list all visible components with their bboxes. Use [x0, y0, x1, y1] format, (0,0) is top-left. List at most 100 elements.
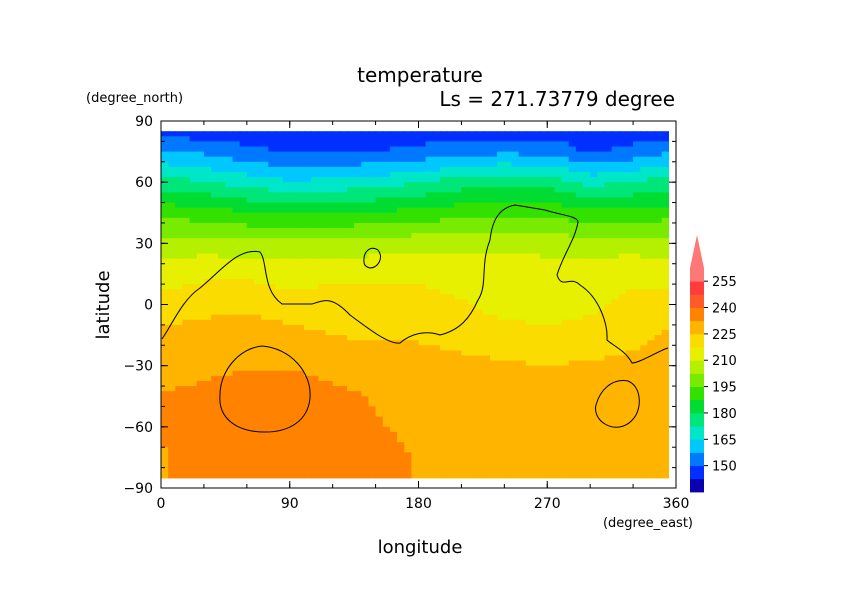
heatmap-cell — [354, 136, 362, 142]
heatmap-cell — [461, 304, 470, 311]
heatmap-cell — [354, 411, 362, 418]
heatmap-cell — [346, 426, 355, 433]
heatmap-cell — [475, 197, 484, 204]
heatmap-cell — [196, 263, 205, 270]
heatmap-cell — [540, 207, 548, 214]
heatmap-cell — [268, 411, 277, 418]
heatmap-cell — [454, 217, 463, 224]
heatmap-cell — [661, 182, 669, 188]
heatmap-cell — [232, 391, 241, 397]
heatmap-cell — [454, 411, 463, 418]
heatmap-cell — [225, 233, 234, 239]
heatmap-cell — [275, 248, 284, 255]
heatmap-cell — [611, 304, 620, 311]
heatmap-cell — [461, 202, 470, 209]
heatmap-cell — [654, 228, 663, 234]
heatmap-cell — [289, 350, 298, 357]
heatmap-cell — [354, 401, 362, 408]
heatmap-cell — [597, 192, 606, 199]
heatmap-cell — [490, 289, 498, 295]
heatmap-cell — [461, 192, 470, 199]
heatmap-cell — [625, 253, 634, 260]
heatmap-cell — [325, 355, 334, 362]
heatmap-cell — [289, 340, 298, 346]
heatmap-cell — [547, 273, 556, 280]
heatmap-cell — [332, 406, 341, 413]
heatmap-cell — [490, 319, 498, 326]
heatmap-cell — [461, 177, 470, 183]
heatmap-cell — [189, 335, 198, 341]
heatmap-cell — [654, 324, 663, 331]
heatmap-cell — [668, 457, 669, 464]
heatmap-cell — [654, 335, 663, 341]
heatmap-cell — [554, 472, 563, 479]
heatmap-cell — [590, 350, 598, 357]
heatmap-cell — [296, 329, 305, 336]
heatmap-cell — [246, 151, 255, 158]
heatmap-cell — [382, 431, 391, 438]
heatmap-cell — [161, 131, 169, 137]
heatmap-cell — [339, 146, 348, 153]
heatmap-cell — [339, 314, 348, 321]
heatmap-cell — [418, 279, 427, 285]
heatmap-cell — [461, 253, 470, 260]
heatmap-cell — [647, 182, 656, 188]
heatmap-cell — [418, 411, 427, 418]
heatmap-cell — [232, 177, 241, 183]
heatmap-cell — [640, 263, 648, 270]
heatmap-cell — [504, 258, 513, 265]
heatmap-cell — [346, 192, 355, 199]
heatmap-cell — [597, 212, 606, 219]
heatmap-cell — [618, 228, 627, 234]
heatmap-cell — [590, 335, 598, 341]
heatmap-cell — [382, 401, 391, 408]
heatmap-cell — [211, 386, 219, 392]
heatmap-cell — [203, 156, 212, 163]
heatmap-cell — [633, 268, 641, 275]
heatmap-cell — [568, 304, 577, 311]
heatmap-cell — [225, 253, 234, 260]
heatmap-cell — [590, 386, 598, 392]
heatmap-cell — [175, 355, 184, 362]
heatmap-cell — [175, 187, 184, 193]
heatmap-cell — [633, 472, 641, 479]
heatmap-cell — [354, 442, 362, 448]
heatmap-cell — [361, 279, 370, 285]
heatmap-cell — [325, 391, 334, 397]
heatmap-cell — [597, 253, 606, 260]
heatmap-cell — [447, 202, 455, 209]
heatmap-cell — [382, 421, 391, 428]
heatmap-cell — [311, 360, 319, 367]
heatmap-cell — [182, 360, 191, 367]
heatmap-cell — [432, 156, 441, 163]
heatmap-cell — [418, 289, 427, 295]
heatmap-cell — [389, 263, 398, 270]
heatmap-cell — [640, 222, 648, 229]
heatmap-cell — [296, 187, 305, 193]
heatmap-cell — [189, 380, 198, 387]
heatmap-cell — [289, 273, 298, 280]
heatmap-cell — [168, 340, 176, 346]
heatmap-cell — [568, 437, 577, 443]
heatmap-cell — [411, 248, 420, 255]
heatmap-cell — [175, 253, 184, 260]
heatmap-cell — [182, 248, 191, 255]
heatmap-cell — [339, 263, 348, 270]
heatmap-cell — [661, 304, 669, 311]
heatmap-cell — [375, 202, 384, 209]
heatmap-cell — [397, 248, 405, 255]
heatmap-cell — [354, 452, 362, 459]
heatmap-cell — [454, 421, 463, 428]
heatmap-cell — [511, 355, 520, 362]
heatmap-cell — [246, 386, 255, 392]
heatmap-cell — [518, 340, 527, 346]
heatmap-cell — [554, 406, 563, 413]
heatmap-cell — [282, 161, 291, 168]
heatmap-cell — [447, 437, 455, 443]
heatmap-cell — [618, 273, 627, 280]
heatmap-cell — [239, 187, 248, 193]
heatmap-cell — [425, 370, 434, 377]
heatmap-cell — [411, 411, 420, 418]
heatmap-cell — [611, 299, 620, 306]
heatmap-cell — [611, 462, 620, 469]
